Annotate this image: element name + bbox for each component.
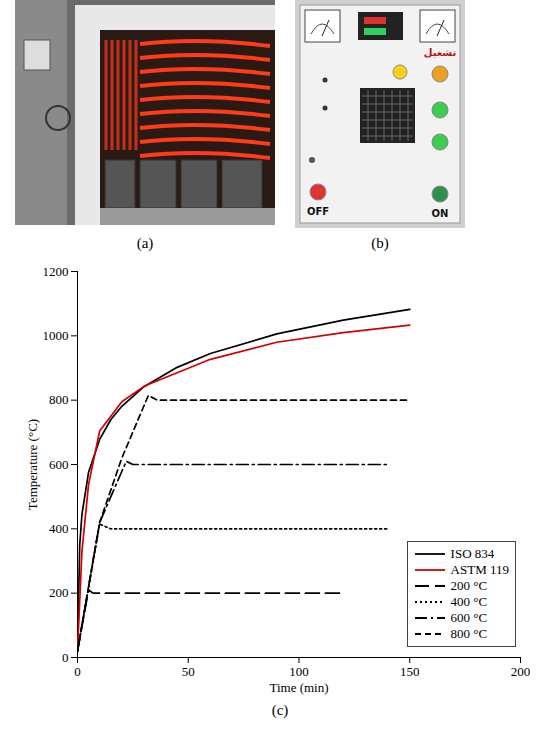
html-text:600 °C: 600 °C	[450, 610, 488, 625]
svg-text:50: 50	[182, 664, 195, 679]
svg-text:100: 100	[289, 664, 309, 679]
svg-text:600: 600	[49, 457, 69, 472]
html-text:800 °C: 800 °C	[450, 626, 488, 641]
html-text:400 °C: 400 °C	[450, 594, 488, 609]
svg-text:200: 200	[49, 585, 69, 600]
svg-text:0: 0	[74, 664, 81, 679]
svg-text:Time (min): Time (min)	[269, 680, 328, 695]
svg-text:150: 150	[400, 664, 420, 679]
svg-text:OFF: OFF	[307, 206, 329, 217]
svg-text:تشغيل: تشغيل	[424, 47, 457, 58]
svg-text:ON: ON	[432, 208, 449, 219]
html-text:ASTM 119: ASTM 119	[450, 562, 509, 577]
html-text:ISO 834: ISO 834	[450, 546, 495, 561]
svg-text:200: 200	[511, 664, 531, 679]
svg-text:400: 400	[49, 521, 69, 536]
svg-text:(b): (b)	[371, 235, 389, 252]
svg-text:0: 0	[62, 650, 69, 665]
svg-text:(a): (a)	[137, 235, 154, 252]
svg-text:1000: 1000	[43, 328, 69, 343]
svg-text:Temperature (°C): Temperature (°C)	[25, 419, 40, 510]
html-text:200 °C: 200 °C	[450, 578, 488, 593]
svg-text:1200: 1200	[43, 264, 69, 279]
svg-text:800: 800	[49, 392, 69, 407]
html-text:(c): (c)	[271, 702, 289, 718]
